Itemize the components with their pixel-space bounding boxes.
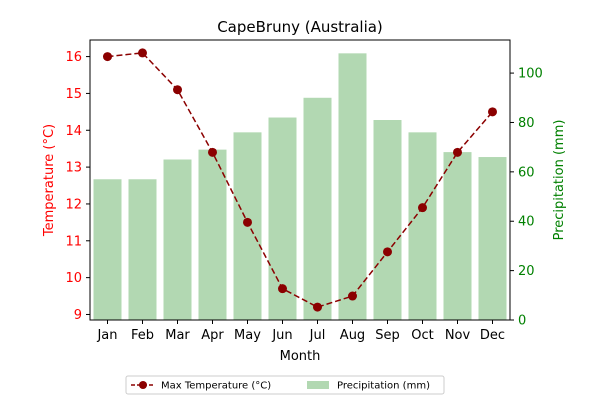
precipitation-bar-jan — [93, 179, 122, 320]
x-tick-label-mar: Mar — [165, 328, 190, 343]
plot-frame — [89, 39, 511, 321]
y-left-tick-label-13: 13 — [65, 161, 82, 176]
temperature-series-line — [107, 52, 494, 308]
precipitation-bar-feb — [128, 179, 157, 320]
precipitation-bar-oct — [408, 132, 437, 320]
y-left-tick-label-9: 9 — [74, 308, 82, 323]
x-tick-label-may: May — [234, 328, 261, 343]
y-left-tick-label-12: 12 — [65, 197, 82, 212]
y-right-tick-label-40: 40 — [518, 215, 535, 230]
precipitation-bar-mar — [163, 159, 192, 320]
temperature-point-sep — [383, 247, 392, 257]
y-left-tick-label-16: 16 — [65, 50, 82, 65]
y-right-tick-label-0: 0 — [518, 314, 526, 329]
temperature-point-jun — [278, 284, 287, 294]
temperature-point-mar — [173, 85, 182, 95]
legend-box — [125, 375, 445, 395]
precipitation-bar-nov — [443, 152, 472, 320]
temperature-point-jan — [103, 52, 112, 62]
temperature-point-apr — [208, 147, 217, 157]
y-right-tick-label-60: 60 — [518, 165, 535, 180]
x-tick-label-jul: Jul — [309, 328, 326, 343]
y-right-tick-label-80: 80 — [518, 116, 535, 131]
temperature-point-aug — [348, 291, 357, 301]
x-tick-label-feb: Feb — [131, 328, 154, 343]
chart-title: CapeBruny (Australia) — [217, 18, 383, 36]
x-tick-label-oct: Oct — [411, 328, 433, 343]
precipitation-bar-apr — [198, 149, 227, 320]
x-tick-label-sep: Sep — [375, 328, 400, 343]
x-axis-label: Month — [280, 349, 321, 364]
y-left-tick-label-11: 11 — [65, 234, 82, 249]
y-left-tick-label-14: 14 — [65, 124, 82, 139]
temperature-point-jul — [313, 302, 322, 312]
y-axis-right-label: Precipitation (mm) — [552, 120, 567, 241]
x-tick-label-dec: Dec — [480, 328, 505, 343]
precipitation-bar-sep — [373, 120, 402, 320]
x-tick-label-jun: Jun — [271, 328, 292, 343]
temperature-point-nov — [453, 147, 462, 157]
legend: Max Temperature (°C) Precipitation (mm) — [125, 375, 445, 395]
precipitation-bar-aug — [338, 53, 367, 320]
precipitation-bar-jul — [303, 97, 332, 321]
legend-temperature-marker — [139, 381, 147, 389]
y-axis-right: 0 20 40 60 80 100 — [510, 67, 543, 329]
x-tick-label-apr: Apr — [201, 328, 224, 343]
legend-precipitation-label: Precipitation (mm) — [337, 381, 430, 392]
y-left-tick-label-10: 10 — [65, 271, 82, 286]
legend-precipitation-swatch — [307, 381, 329, 389]
x-tick-label-jan: Jan — [96, 328, 117, 343]
temperature-line — [103, 48, 497, 312]
x-axis: Jan Feb Mar Apr May Jun Jul Aug Sep Oct Nov Dec — [96, 320, 505, 343]
y-axis-left: 9 10 11 12 13 14 15 16 — [65, 50, 90, 323]
temperature-point-oct — [418, 203, 427, 213]
temperature-point-dec — [488, 107, 497, 117]
y-right-tick-label-20: 20 — [518, 264, 535, 279]
x-tick-label-nov: Nov — [445, 328, 471, 343]
y-right-tick-label-100: 100 — [518, 67, 543, 82]
x-tick-label-aug: Aug — [340, 328, 365, 343]
temperature-point-may — [243, 217, 252, 227]
temperature-point-feb — [138, 48, 147, 58]
y-axis-left-label: Temperature (°C) — [42, 124, 57, 237]
precipitation-bars — [93, 53, 507, 321]
precipitation-bar-dec — [478, 157, 507, 320]
y-left-tick-label-15: 15 — [65, 87, 82, 102]
legend-temperature-label: Max Temperature (°C) — [161, 381, 271, 392]
